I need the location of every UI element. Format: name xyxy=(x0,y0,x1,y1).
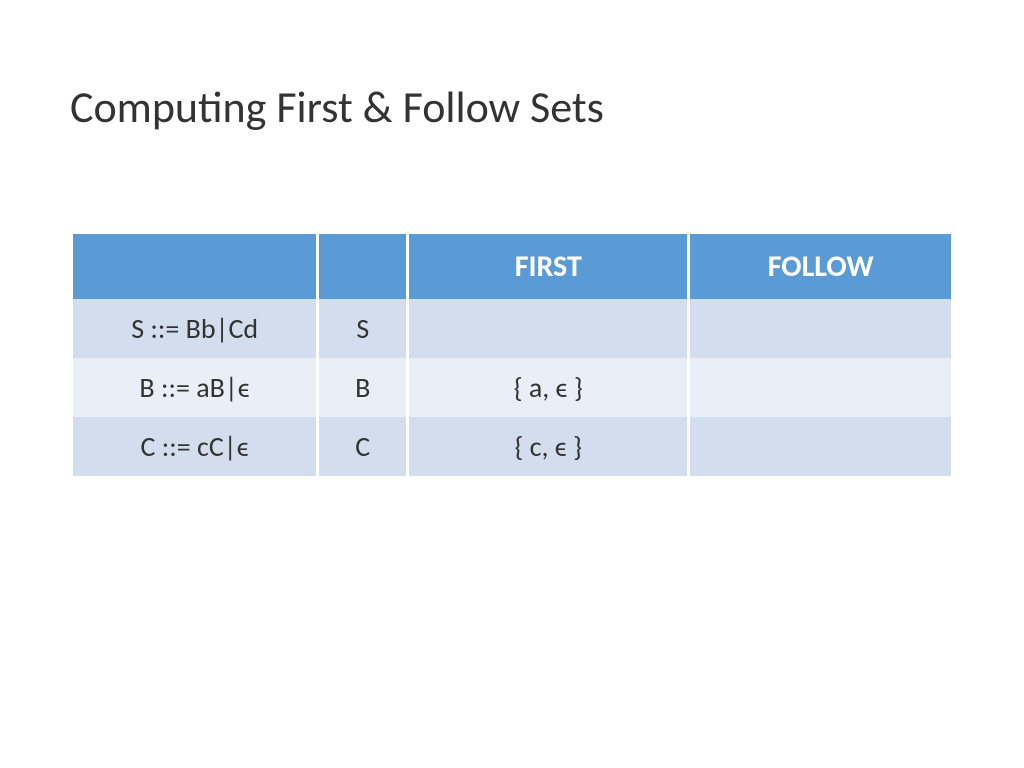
table-body: S ::= Bb|CdSB ::= aB|ϵB{ a, ϵ }C ::= cC|… xyxy=(73,299,951,476)
page-title: Computing First & Follow Sets xyxy=(70,80,954,134)
header-first: FIRST xyxy=(409,234,687,299)
cell-first: { a, ϵ } xyxy=(409,358,687,417)
table-header-row: FIRST FOLLOW xyxy=(73,234,951,299)
header-symbol xyxy=(319,234,406,299)
cell-first: { c, ϵ } xyxy=(409,417,687,476)
cell-first xyxy=(409,299,687,358)
cell-follow xyxy=(690,299,951,358)
header-follow: FOLLOW xyxy=(690,234,951,299)
cell-follow xyxy=(690,358,951,417)
table-row: C ::= cC|ϵC{ c, ϵ } xyxy=(73,417,951,476)
cell-production: C ::= cC|ϵ xyxy=(73,417,316,476)
header-production xyxy=(73,234,316,299)
cell-symbol: B xyxy=(319,358,406,417)
table-row: B ::= aB|ϵB{ a, ϵ } xyxy=(73,358,951,417)
cell-symbol: S xyxy=(319,299,406,358)
cell-production: S ::= Bb|Cd xyxy=(73,299,316,358)
first-follow-table: FIRST FOLLOW S ::= Bb|CdSB ::= aB|ϵB{ a,… xyxy=(70,234,954,476)
cell-follow xyxy=(690,417,951,476)
cell-symbol: C xyxy=(319,417,406,476)
cell-production: B ::= aB|ϵ xyxy=(73,358,316,417)
table-row: S ::= Bb|CdS xyxy=(73,299,951,358)
